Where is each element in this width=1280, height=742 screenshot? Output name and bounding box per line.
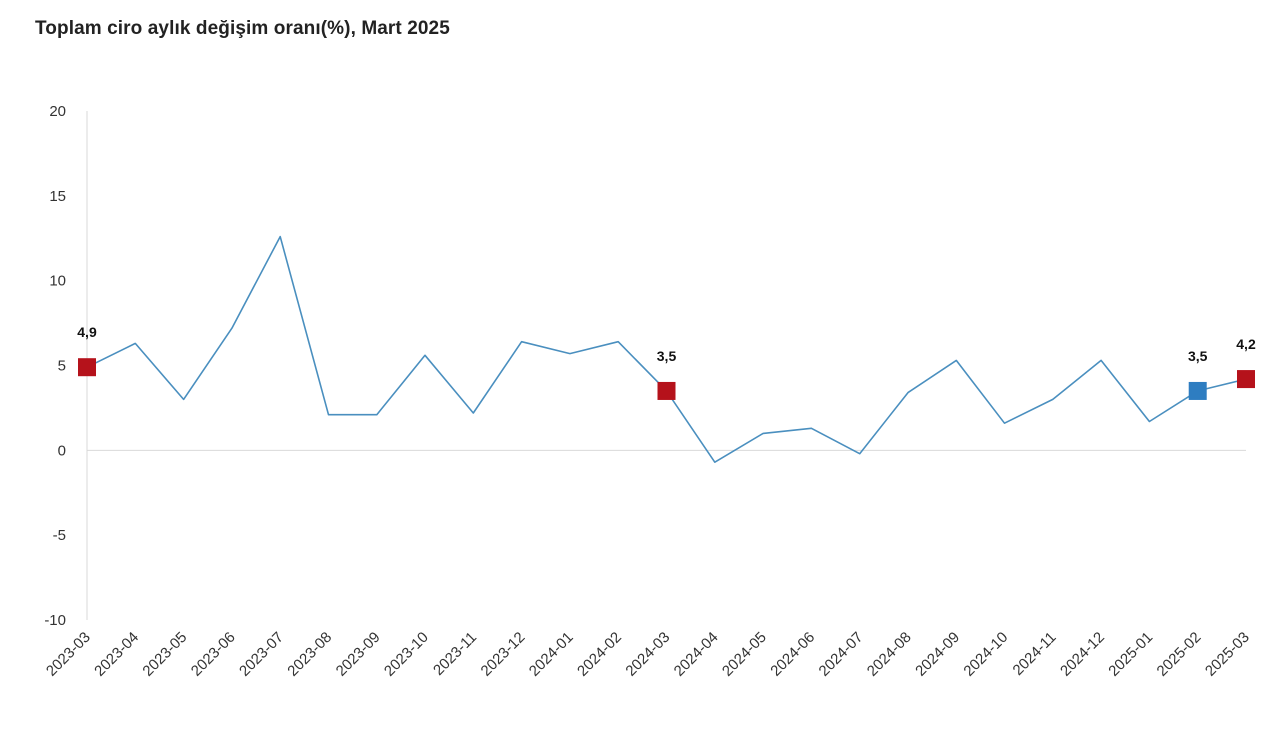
data-label: 4,2 xyxy=(1236,336,1256,352)
x-tick-label: 2023-08 xyxy=(284,629,335,680)
highlight-marker xyxy=(78,358,96,377)
y-tick-label: 0 xyxy=(58,442,66,459)
x-tick-label: 2024-02 xyxy=(574,629,625,680)
highlight-marker xyxy=(657,381,676,400)
x-tick-label: 2025-01 xyxy=(1105,629,1156,680)
x-tick-label: 2023-06 xyxy=(188,629,239,680)
data-label: 3,5 xyxy=(1188,348,1208,364)
x-tick-label: 2024-08 xyxy=(864,629,915,680)
highlight-markers: 4,9 3,5 3,5 4,2 xyxy=(77,324,1256,400)
y-tick-label: -5 xyxy=(53,527,66,544)
x-tick-label: 2023-07 xyxy=(236,629,287,680)
x-tick-label: 2025-03 xyxy=(1202,629,1253,680)
y-tick-label: 15 xyxy=(49,188,66,205)
data-label: 3,5 xyxy=(657,348,677,364)
x-tick-label: 2023-03 xyxy=(43,629,94,680)
chart-title: Toplam ciro aylık değişim oranı(%), Mart… xyxy=(35,18,450,39)
x-tick-label: 2024-01 xyxy=(526,629,577,680)
x-tick-label: 2023-04 xyxy=(91,629,142,680)
x-tick-label: 2024-11 xyxy=(1010,629,1060,679)
x-tick-label: 2024-03 xyxy=(622,629,673,680)
x-tick-label: 2024-10 xyxy=(960,629,1011,680)
x-axis: 2023-032023-042023-052023-062023-072023-… xyxy=(43,629,1253,680)
highlight-marker xyxy=(1237,370,1255,389)
y-tick-label: -10 xyxy=(44,612,66,629)
x-tick-label: 2024-05 xyxy=(719,629,770,680)
y-tick-label: 5 xyxy=(58,358,66,375)
x-tick-label: 2023-11 xyxy=(430,629,480,679)
x-tick-label: 2023-09 xyxy=(333,629,384,680)
x-tick-label: 2023-12 xyxy=(477,629,528,680)
x-tick-label: 2024-12 xyxy=(1057,629,1108,680)
x-tick-label: 2023-10 xyxy=(381,629,432,680)
y-tick-label: 20 xyxy=(49,103,66,120)
x-tick-label: 2024-06 xyxy=(767,629,818,680)
x-tick-label: 2023-05 xyxy=(139,629,190,680)
x-tick-label: 2024-04 xyxy=(671,629,722,680)
data-label: 4,9 xyxy=(77,324,97,340)
x-tick-label: 2024-07 xyxy=(816,629,867,680)
highlight-marker xyxy=(1188,381,1207,400)
x-tick-label: 2025-02 xyxy=(1154,629,1205,680)
y-tick-label: 10 xyxy=(49,273,66,290)
x-tick-label: 2024-09 xyxy=(912,629,963,680)
y-axis: 20 15 10 5 0 -5 -10 xyxy=(44,103,1246,629)
